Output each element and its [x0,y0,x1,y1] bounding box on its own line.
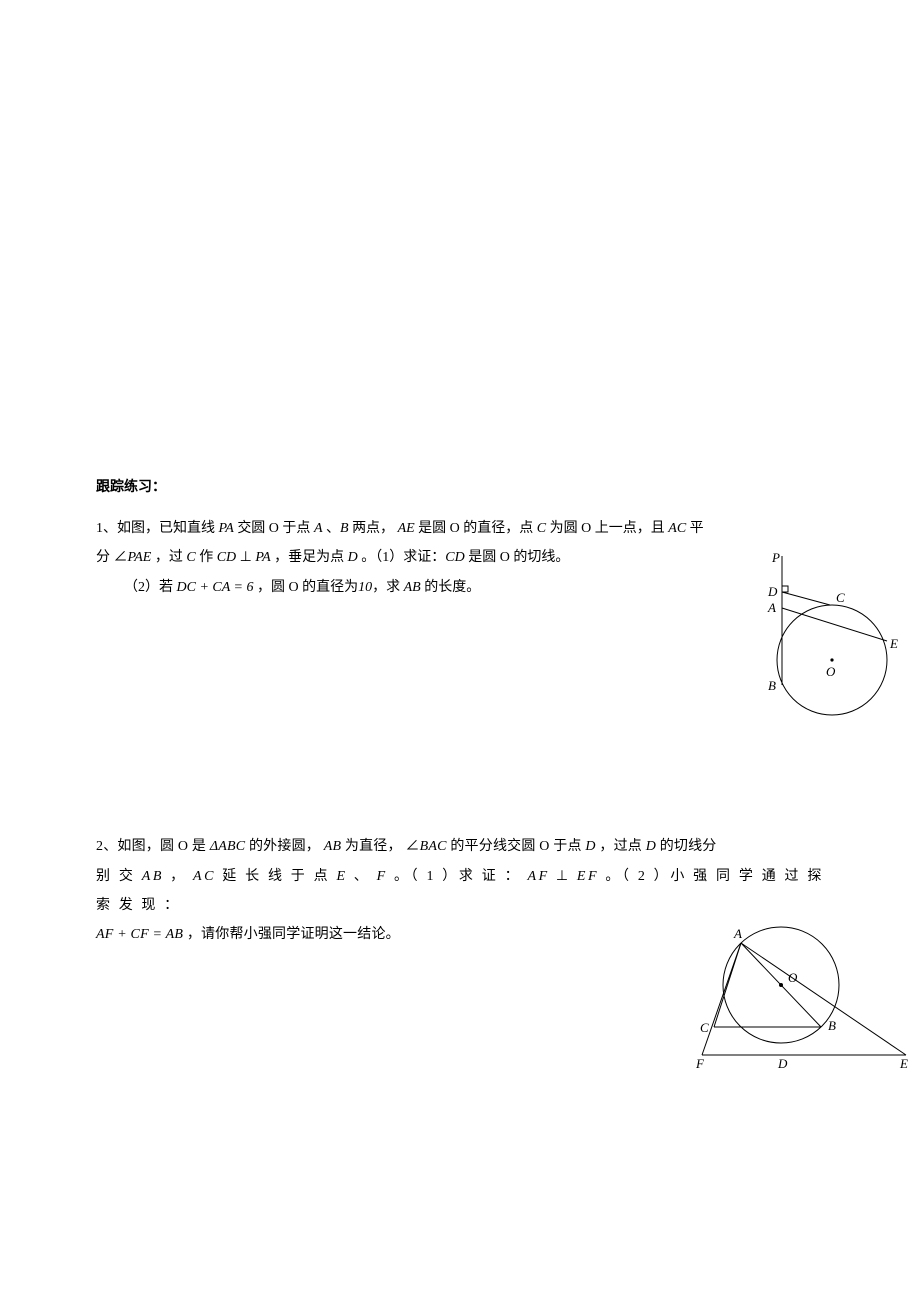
p2-AC: AC [193,869,216,884]
p2-F: F [377,869,388,884]
page-content: 跟踪练习： 1、如图，已知直线 PA 交圆 O 于点 A 、B 两点， AE 是… [96,476,824,1010]
p2-D: D [585,839,595,854]
p1-t11: ，垂足为点 [271,550,348,565]
fig1-E: E [889,636,898,651]
p2-t4: 的平分线交圆 O 于点 [447,839,586,854]
p1-PA: PA [219,521,234,536]
fig1-P: P [771,550,780,565]
p1-AB: AB [404,580,421,595]
fig1-D: D [767,584,778,599]
fig2-E: E [899,1056,908,1070]
fig2-A: A [733,926,742,941]
p1-AE: AE [398,521,415,536]
fig1-C: C [836,590,845,605]
p2-eq: AF + CF = AB [96,927,183,942]
p2-tri: ΔABC [210,839,245,854]
p1-t14: （2）若 [124,580,177,595]
p1-CD2: CD [445,550,464,565]
p1-t15: ，圆 O 的直径为 [253,580,358,595]
p1-C: C [537,521,546,536]
p1-ten: 10 [358,580,372,595]
p1-t4: 两点， [349,521,398,536]
p1-t6: 为圆 O 上一点，且 [546,521,668,536]
p1-AC: AC [668,521,686,536]
figure-1: P C D A O B E [752,550,912,730]
p1-eq: DC + CA = 6 [177,580,254,595]
p2-t3: 为直径， [341,839,405,854]
p2-BAC: BAC [420,839,447,854]
fig2-F: F [696,1056,705,1070]
p1-t3: 、 [323,521,341,536]
problem-1: 1、如图，已知直线 PA 交圆 O 于点 A 、B 两点， AE 是圆 O 的直… [96,514,824,602]
p2-t9: 延 长 线 于 点 [216,869,336,884]
p1-t1: 1、如图，已知直线 [96,521,219,536]
p2-t11: 。（ 1 ）求 证 ： [388,869,528,884]
p2-t8: ， [164,869,193,884]
p2-t2: 的外接圆， [245,839,323,854]
p1-t12: 。（1）求证： [358,550,446,565]
p1-sub2: （2）若 DC + CA = 6 ，圆 O 的直径为10，求 AB 的长度。 [96,580,480,595]
figure-2-svg: A O B C F D E [696,910,912,1070]
p1-perp: ⊥ [236,550,255,565]
problem-2: 2、如图，圆 O 是 ΔABC 的外接圆， AB 为直径， ∠BAC 的平分线交… [96,832,824,950]
p1-A: A [314,521,323,536]
p2-t7: 别 交 [96,869,142,884]
p2-AB2: AB [142,869,164,884]
p1-t8: 分 [96,550,114,565]
p1-t7: 平 [686,521,704,536]
p1-PAE: PAE [128,550,152,565]
p1-t2: 交圆 O 于点 [234,521,314,536]
p1-t17: 的长度。 [421,580,481,595]
p2-D2: D [646,839,656,854]
fig1-A: A [767,600,776,615]
p2-t1: 2、如图，圆 O 是 [96,839,210,854]
p1-CD: CD [217,550,236,565]
p2-perp: ⊥ [550,869,577,884]
fig2-B: B [828,1018,836,1033]
p2-E: E [336,869,347,884]
p1-t9: ，过 [151,550,186,565]
fig2-C: C [700,1020,709,1035]
p1-t13: 是圆 O 的切线。 [465,550,570,565]
p2-line2: 别 交 AB ， AC 延 长 线 于 点 E 、 F 。（ 1 ）求 证 ： … [96,869,824,913]
fig1-O: O [826,664,836,679]
p1-C2: C [186,550,195,565]
section-title: 跟踪练习： [96,476,824,496]
p1-t10: 作 [196,550,217,565]
p1-B: B [340,521,349,536]
p2-AF: AF [527,869,549,884]
p2-AB: AB [324,839,342,854]
fig1-B: B [768,678,776,693]
p2-t6: 的切线分 [656,839,717,854]
p1-D: D [348,550,358,565]
p1-PA2: PA [255,550,270,565]
figure-2: A O B C F D E [696,910,912,1070]
p2-EF: EF [577,869,599,884]
figure-1-svg: P C D A O B E [752,550,912,730]
p2-t10: 、 [348,869,377,884]
p1-t5: 是圆 O 的直径，点 [415,521,537,536]
fig2-O: O [788,970,798,985]
p2-t13: ，请你帮小强同学证明这一结论。 [183,927,400,942]
problem-1-text: 1、如图，已知直线 PA 交圆 O 于点 A 、B 两点， AE 是圆 O 的直… [96,514,824,602]
p2-t5: ，过点 [596,839,646,854]
p1-t16: ，求 [372,580,404,595]
fig2-D: D [777,1056,788,1070]
p2-angpre: ∠ [405,839,419,854]
p1-angpre: ∠ [114,550,128,565]
